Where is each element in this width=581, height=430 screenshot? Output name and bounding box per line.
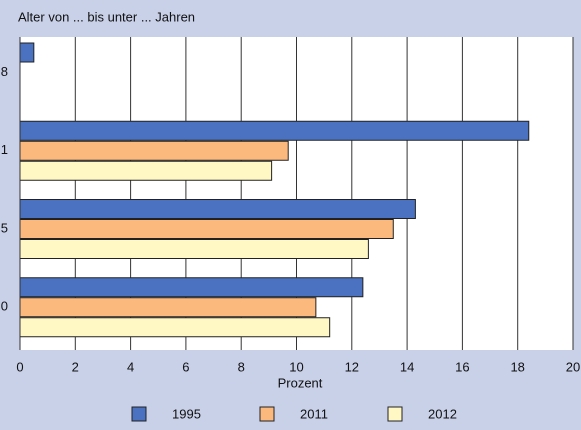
x-tick-label: 14 [400, 359, 414, 374]
y-tick-label: 1 [1, 142, 8, 157]
legend-swatch [259, 406, 275, 422]
x-tick-label: 12 [345, 359, 359, 374]
x-tick-label: 18 [510, 359, 524, 374]
bar [19, 42, 35, 63]
x-tick-label: 0 [16, 359, 23, 374]
x-tick-label: 6 [182, 359, 189, 374]
y-tick-label: 5 [1, 220, 8, 235]
legend-label: 2012 [428, 406, 457, 421]
x-axis-label: Prozent [278, 375, 323, 390]
legend-swatch [131, 406, 147, 422]
x-tick-label: 2 [72, 359, 79, 374]
bar [19, 297, 317, 318]
y-tick-label: 8 [1, 64, 8, 79]
bar [19, 199, 416, 219]
legend-swatch [387, 406, 403, 422]
chart-title: Alter von ... bis unter ... Jahren [18, 9, 195, 24]
bar [19, 239, 369, 259]
x-tick-label: 16 [455, 359, 469, 374]
bar [19, 160, 273, 181]
bar [19, 140, 289, 161]
y-tick-label: 0 [1, 299, 8, 314]
x-tick-label: 8 [238, 359, 245, 374]
legend-label: 2011 [300, 406, 328, 421]
bar [19, 120, 530, 141]
bar [19, 317, 331, 338]
legend-label: 1995 [172, 406, 201, 421]
x-tick-label: 10 [289, 359, 303, 374]
bar [19, 277, 364, 298]
bar [19, 219, 394, 239]
x-tick-label: 4 [127, 359, 134, 374]
x-tick-label: 20 [566, 359, 580, 374]
